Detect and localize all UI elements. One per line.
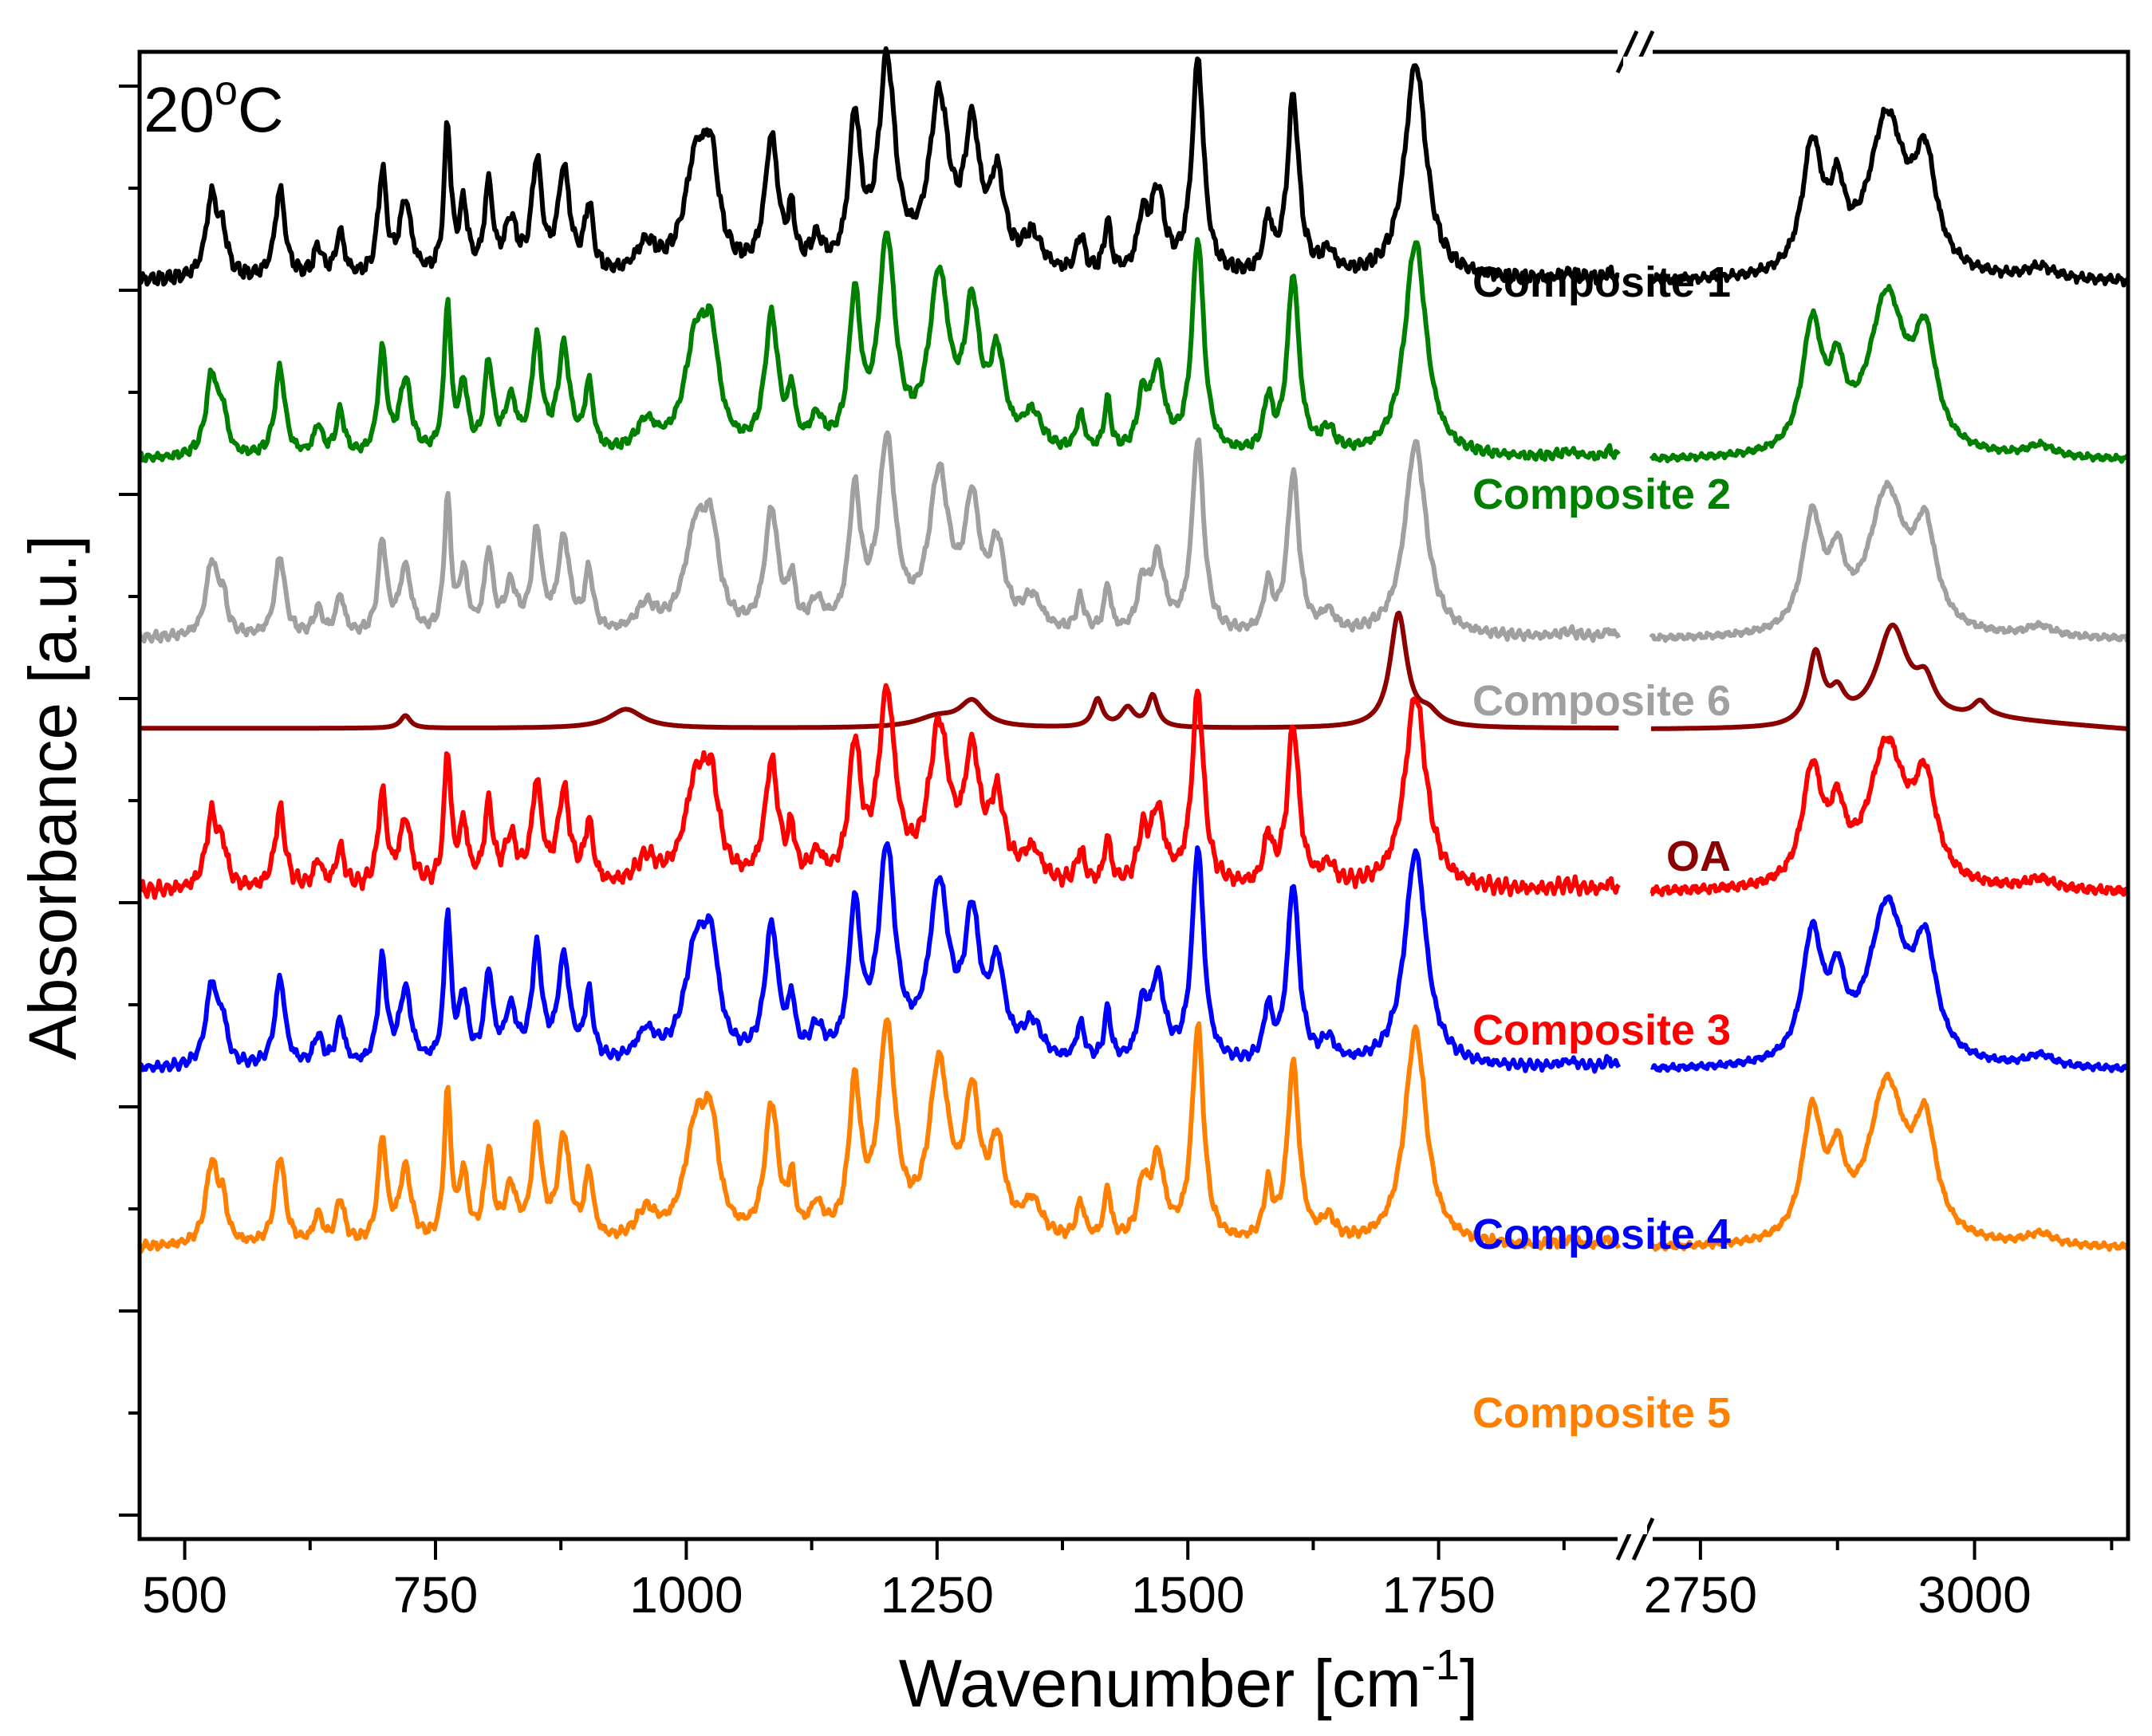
series-label: Composite 4	[1472, 1210, 1731, 1258]
series-line-high	[1649, 479, 2130, 644]
series-line-low	[137, 840, 1622, 1074]
series-line-high	[1649, 735, 2130, 897]
series-label: OA	[1666, 833, 1731, 880]
series-line-high	[1649, 622, 2130, 731]
series-label: Composite 6	[1472, 677, 1731, 725]
series-line-low	[138, 610, 1620, 731]
series-label: Composite 5	[1472, 1389, 1731, 1437]
x-tick-label: 1250	[881, 1566, 994, 1624]
series-line-high	[1649, 106, 2130, 288]
series-labels: Composite 1 Composite 2 Composite 6 OA Compo…	[1472, 258, 1731, 1437]
x-axis-label: Wavenumber [cm-1]	[899, 1641, 1478, 1721]
x-tick-label: 750	[393, 1566, 479, 1624]
series-line-low	[137, 46, 1620, 287]
x-tick-label: 1000	[629, 1566, 743, 1624]
x-tick-label: 3000	[1917, 1566, 2031, 1624]
series-label: Composite 1	[1472, 258, 1731, 306]
series-line-high	[1649, 894, 2130, 1073]
y-axis-label: Absorbance [a.u.]	[15, 535, 90, 1060]
spectrum-curves	[137, 46, 2130, 1254]
series-line-high	[1649, 1071, 2130, 1252]
series-line-low	[138, 683, 1621, 900]
x-tick-label: 2750	[1644, 1566, 1757, 1624]
x-tick-label: 1750	[1381, 1566, 1495, 1624]
series-line-high	[1649, 283, 2130, 464]
plot-frame	[137, 30, 2130, 1561]
series-line-low	[137, 430, 1622, 644]
series-label: Composite 2	[1472, 470, 1731, 518]
axis-break-mark	[1631, 1517, 1655, 1561]
series-line-low	[137, 230, 1621, 463]
temperature-annotation: 20oC	[144, 68, 284, 145]
axis-ticks: 500 750 1000 1250 1500 1750 2750 3000	[119, 85, 2114, 1624]
axis-break-mark	[1615, 30, 1639, 74]
x-tick-label: 500	[142, 1566, 227, 1624]
x-tick-label: 1500	[1131, 1566, 1244, 1624]
series-line-low	[137, 1017, 1622, 1254]
series-label: Composite 3	[1472, 1006, 1731, 1054]
